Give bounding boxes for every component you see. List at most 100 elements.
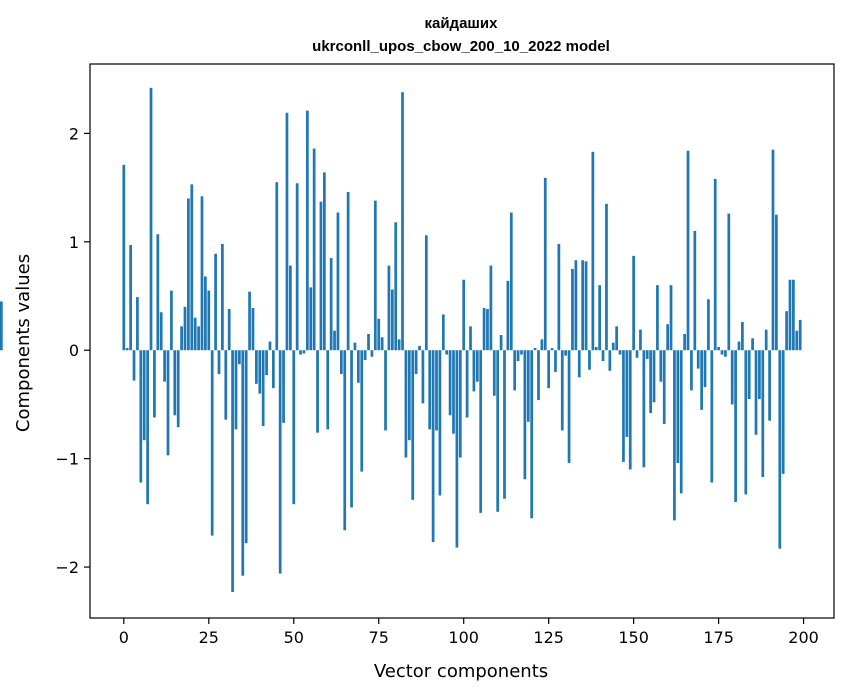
chart-subtitle: ukrconll_upos_cbow_200_10_2022 model xyxy=(312,38,610,55)
bar xyxy=(278,350,282,574)
bar xyxy=(414,350,418,375)
bar xyxy=(785,311,788,351)
bar xyxy=(554,350,557,372)
bar xyxy=(261,350,265,427)
bar xyxy=(207,290,211,351)
bar xyxy=(625,350,629,437)
bar xyxy=(567,350,571,463)
bar xyxy=(486,309,489,351)
bar xyxy=(798,319,802,351)
bar xyxy=(727,213,731,351)
bar xyxy=(560,350,564,431)
bar xyxy=(611,342,615,351)
bar xyxy=(615,326,619,351)
bar xyxy=(737,341,741,351)
bar xyxy=(183,306,187,351)
bar xyxy=(669,285,673,351)
bar xyxy=(187,198,190,351)
bar xyxy=(713,178,717,351)
bar xyxy=(516,350,520,362)
bar xyxy=(424,235,428,351)
bar xyxy=(557,243,561,351)
bar xyxy=(363,350,367,360)
bar xyxy=(231,350,234,592)
bar xyxy=(418,345,421,351)
bar xyxy=(662,350,666,424)
bar xyxy=(166,350,170,456)
bar xyxy=(384,350,387,431)
x-axis: 0 25 50 75 100 125 150 175 200 xyxy=(119,618,819,647)
y-tick-label: 0 xyxy=(69,341,79,360)
bar xyxy=(251,307,255,351)
bar xyxy=(754,350,758,435)
plot-frame xyxy=(89,63,835,619)
bar xyxy=(622,350,625,462)
bar xyxy=(404,350,408,458)
bar xyxy=(339,350,343,375)
bar xyxy=(438,350,442,496)
bar xyxy=(170,290,173,351)
bar xyxy=(618,350,622,355)
bar xyxy=(686,150,690,351)
bar xyxy=(496,350,500,512)
bar xyxy=(322,172,326,351)
bar xyxy=(431,350,435,543)
bar xyxy=(591,151,595,351)
bar xyxy=(244,350,248,544)
bar xyxy=(435,350,438,431)
x-tick-label: 125 xyxy=(533,628,564,647)
bar xyxy=(608,350,612,371)
bar xyxy=(693,230,697,351)
bar xyxy=(163,350,166,382)
bar xyxy=(499,335,503,351)
bar xyxy=(537,350,540,401)
bar xyxy=(588,350,591,370)
bar xyxy=(159,312,163,351)
x-tick-label: 200 xyxy=(788,628,819,647)
bar xyxy=(289,265,292,351)
bar xyxy=(329,258,333,351)
bar xyxy=(190,184,194,351)
bar xyxy=(717,346,720,351)
bar xyxy=(594,346,598,351)
x-tick-label: 0 xyxy=(119,628,129,647)
bar xyxy=(350,350,353,508)
bar xyxy=(730,350,734,405)
bar xyxy=(390,289,394,351)
bar xyxy=(217,350,221,375)
bar xyxy=(142,350,146,441)
bar xyxy=(513,350,517,391)
bar xyxy=(703,350,707,388)
bar xyxy=(673,350,676,521)
bar xyxy=(356,350,360,383)
bar xyxy=(530,350,534,519)
x-tick-label: 150 xyxy=(618,628,649,647)
bar xyxy=(523,350,527,480)
x-tick-label: 175 xyxy=(703,628,734,647)
bar xyxy=(452,350,455,434)
bar xyxy=(309,287,313,351)
chart-title: кайдаших xyxy=(424,15,498,32)
bar xyxy=(132,350,136,381)
bar xyxy=(632,255,635,351)
bar xyxy=(319,201,323,351)
bar xyxy=(792,279,795,351)
bar xyxy=(696,350,700,369)
bar xyxy=(295,183,299,351)
bar xyxy=(180,326,183,351)
y-tick-label: −2 xyxy=(55,558,79,577)
bar xyxy=(761,350,765,478)
bar xyxy=(475,350,479,382)
bar xyxy=(200,196,204,351)
bar xyxy=(676,350,680,463)
bar xyxy=(275,182,279,351)
bars-group xyxy=(0,87,802,592)
bar xyxy=(584,261,588,351)
bar xyxy=(268,341,272,351)
bar xyxy=(238,350,241,365)
bar xyxy=(462,279,466,351)
bar xyxy=(146,350,149,505)
bar xyxy=(656,285,659,351)
bar xyxy=(771,149,775,351)
